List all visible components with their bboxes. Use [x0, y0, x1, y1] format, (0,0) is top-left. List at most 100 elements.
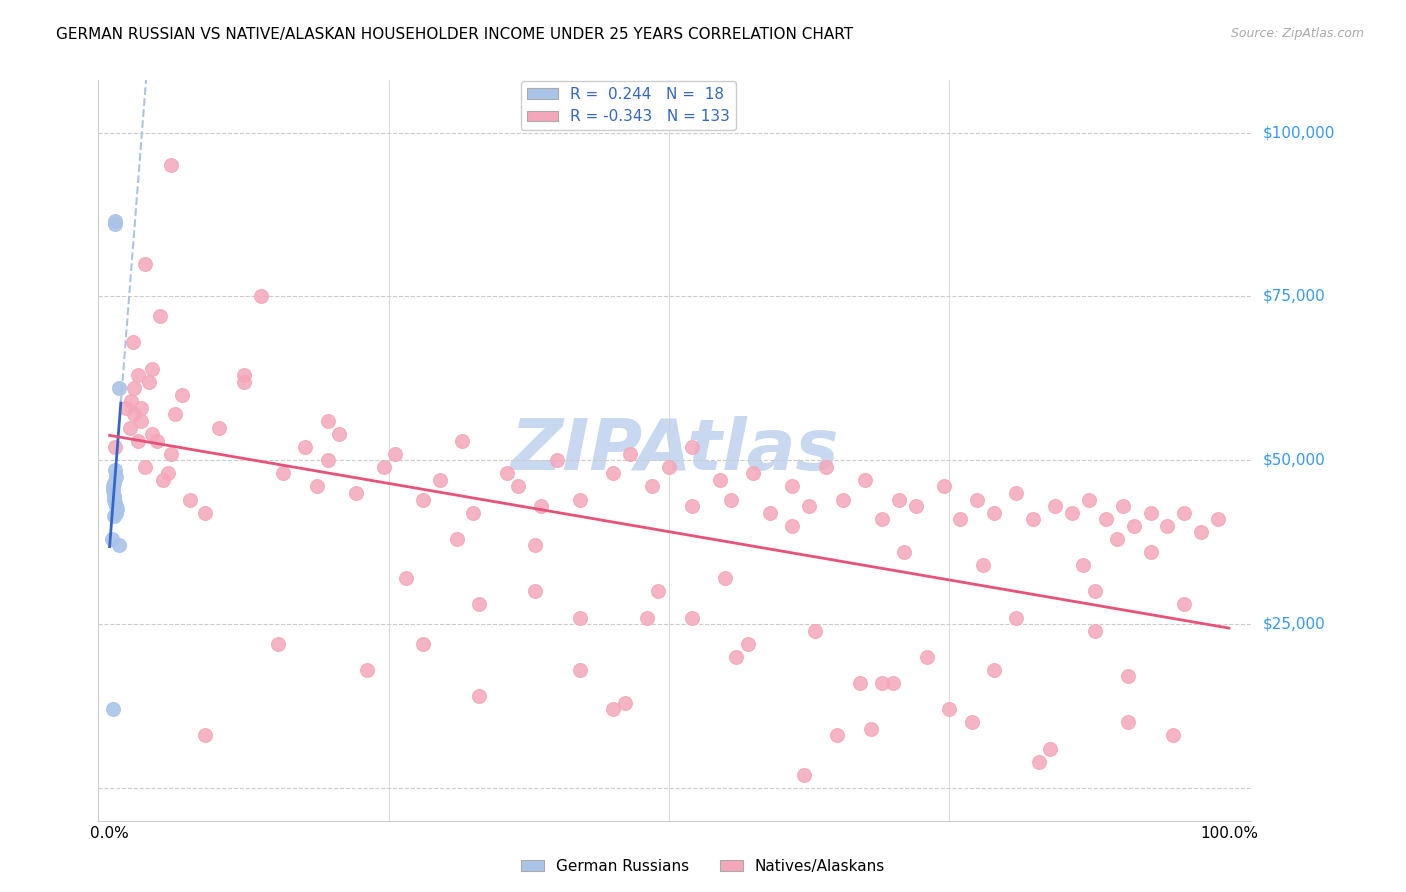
- Point: [384, 447, 406, 461]
- Point: [1111, 499, 1133, 513]
- Point: [932, 479, 955, 493]
- Text: $100,000: $100,000: [1263, 125, 1334, 140]
- Point: [496, 467, 519, 481]
- Point: [1161, 729, 1184, 743]
- Point: [1139, 506, 1161, 520]
- Point: [725, 649, 748, 664]
- Point: [160, 158, 183, 172]
- Point: [104, 440, 127, 454]
- Point: [720, 492, 742, 507]
- Point: [141, 361, 163, 376]
- Point: [1084, 584, 1107, 599]
- Point: [373, 459, 395, 474]
- Point: [122, 381, 145, 395]
- Point: [316, 414, 339, 428]
- Point: [647, 584, 669, 599]
- Point: [1116, 715, 1139, 730]
- Point: [316, 453, 339, 467]
- Point: [468, 598, 491, 612]
- Point: [709, 473, 731, 487]
- Point: [101, 483, 124, 497]
- Point: [156, 467, 179, 481]
- Point: [138, 375, 160, 389]
- Point: [1028, 755, 1050, 769]
- Point: [101, 702, 124, 716]
- Point: [328, 427, 350, 442]
- Point: [1122, 518, 1144, 533]
- Point: [848, 676, 870, 690]
- Point: [107, 539, 129, 553]
- Point: [681, 499, 703, 513]
- Point: [681, 610, 703, 624]
- Point: [129, 414, 152, 428]
- Legend: R =  0.244   N =  18, R = -0.343   N = 133: R = 0.244 N = 18, R = -0.343 N = 133: [522, 80, 737, 130]
- Point: [249, 289, 271, 303]
- Point: [641, 479, 664, 493]
- Point: [1173, 598, 1195, 612]
- Point: [831, 492, 853, 507]
- Point: [1084, 624, 1107, 638]
- Point: [101, 479, 124, 493]
- Point: [103, 489, 125, 503]
- Point: [271, 467, 294, 481]
- Point: [412, 637, 434, 651]
- Point: [141, 427, 163, 442]
- Point: [1045, 499, 1067, 513]
- Point: [1156, 518, 1178, 533]
- Point: [152, 473, 174, 487]
- Point: [804, 624, 827, 638]
- Text: $75,000: $75,000: [1263, 289, 1326, 304]
- Point: [294, 440, 316, 454]
- Point: [904, 499, 927, 513]
- Point: [356, 663, 378, 677]
- Point: [101, 532, 124, 546]
- Point: [127, 368, 149, 383]
- Point: [782, 479, 804, 493]
- Point: [179, 492, 201, 507]
- Text: GERMAN RUSSIAN VS NATIVE/ALASKAN HOUSEHOLDER INCOME UNDER 25 YEARS CORRELATION C: GERMAN RUSSIAN VS NATIVE/ALASKAN HOUSEHO…: [56, 27, 853, 42]
- Point: [825, 729, 848, 743]
- Text: $25,000: $25,000: [1263, 616, 1326, 632]
- Point: [1173, 506, 1195, 520]
- Point: [104, 496, 127, 510]
- Point: [395, 571, 418, 585]
- Point: [636, 610, 658, 624]
- Point: [1022, 512, 1045, 526]
- Point: [882, 676, 904, 690]
- Point: [887, 492, 910, 507]
- Point: [960, 715, 983, 730]
- Point: [737, 637, 759, 651]
- Point: [208, 420, 231, 434]
- Text: ZIPAtlas: ZIPAtlas: [510, 416, 839, 485]
- Point: [266, 637, 288, 651]
- Point: [1005, 486, 1028, 500]
- Point: [115, 401, 138, 415]
- Point: [129, 401, 152, 415]
- Point: [1105, 532, 1128, 546]
- Point: [1095, 512, 1118, 526]
- Point: [104, 463, 127, 477]
- Point: [468, 689, 491, 703]
- Point: [546, 453, 568, 467]
- Point: [983, 663, 1005, 677]
- Point: [853, 473, 876, 487]
- Point: [1073, 558, 1095, 573]
- Point: [793, 768, 815, 782]
- Point: [107, 381, 129, 395]
- Point: [915, 649, 938, 664]
- Point: [344, 486, 367, 500]
- Point: [1206, 512, 1229, 526]
- Text: $50,000: $50,000: [1263, 453, 1326, 467]
- Point: [1062, 506, 1084, 520]
- Point: [568, 663, 591, 677]
- Point: [972, 558, 994, 573]
- Point: [508, 479, 530, 493]
- Point: [966, 492, 988, 507]
- Point: [619, 447, 641, 461]
- Point: [870, 676, 893, 690]
- Point: [118, 420, 141, 434]
- Point: [742, 467, 765, 481]
- Point: [104, 214, 127, 228]
- Point: [602, 702, 624, 716]
- Point: [105, 506, 128, 520]
